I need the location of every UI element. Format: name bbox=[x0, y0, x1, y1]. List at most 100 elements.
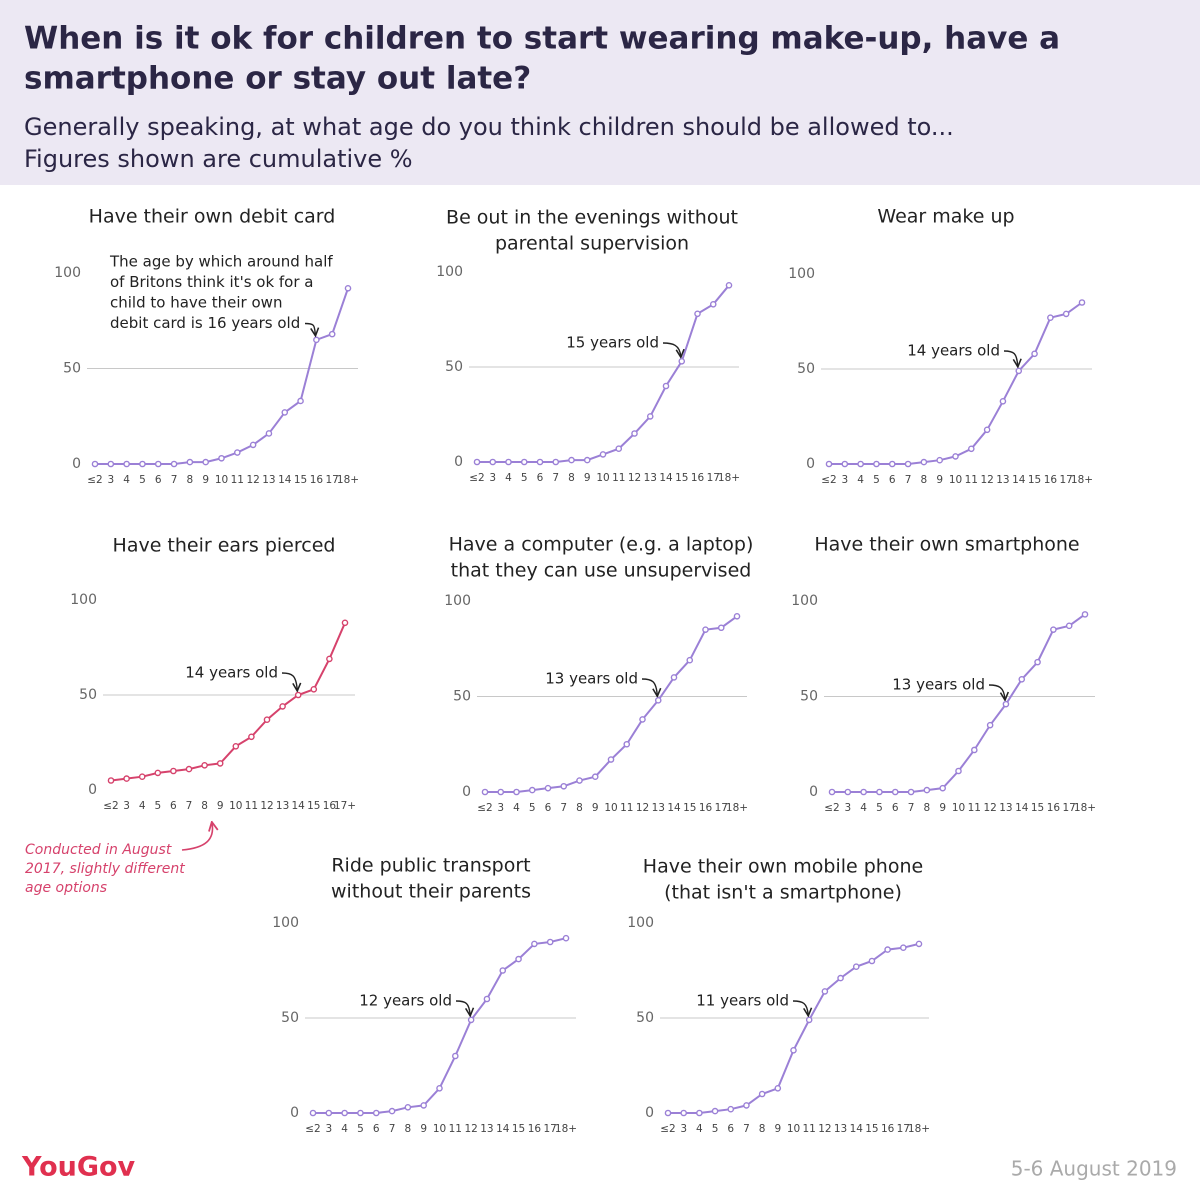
point bbox=[372, 1109, 380, 1117]
point bbox=[279, 703, 286, 710]
x-tick-label: ≤2 bbox=[103, 800, 118, 812]
point bbox=[265, 430, 273, 437]
x-tick-label: 14 bbox=[1015, 802, 1029, 814]
point bbox=[939, 784, 946, 792]
y-tick-label: 0 bbox=[645, 1105, 654, 1121]
y-tick-label: 0 bbox=[462, 784, 471, 800]
x-tick-label: 14 bbox=[659, 472, 673, 484]
point bbox=[281, 409, 289, 416]
y-tick-label: 100 bbox=[70, 592, 97, 608]
point bbox=[920, 458, 928, 466]
series-line bbox=[668, 942, 920, 1114]
x-tick-label: 15 bbox=[683, 802, 696, 814]
x-tick-label: ≤2 bbox=[660, 1123, 675, 1135]
brand: YouGov bbox=[21, 1152, 136, 1183]
x-tick-label: 5 bbox=[521, 472, 528, 484]
chart-title: parental supervision bbox=[495, 233, 689, 255]
annotation: child to have their own bbox=[110, 294, 282, 312]
x-tick-label: 14 bbox=[292, 800, 306, 812]
chart-title: Wear make up bbox=[877, 206, 1014, 228]
y-tick-label: 50 bbox=[636, 1010, 654, 1026]
chart-title: without their parents bbox=[331, 881, 531, 903]
point bbox=[646, 413, 654, 420]
x-tick-label: 9 bbox=[774, 1123, 781, 1135]
x-tick-label: 6 bbox=[373, 1123, 380, 1135]
point bbox=[499, 967, 507, 974]
point bbox=[568, 456, 575, 464]
x-tick-label: 7 bbox=[908, 802, 915, 814]
point bbox=[107, 777, 115, 784]
point bbox=[983, 426, 991, 434]
x-tick-label: 16 bbox=[1044, 474, 1058, 486]
x-tick-label: 9 bbox=[584, 472, 591, 484]
annotation: 13 years old bbox=[545, 670, 638, 688]
point bbox=[344, 284, 352, 292]
annotation: of Britons think it's ok for a bbox=[110, 273, 314, 291]
chart-title: Have their own mobile phone bbox=[643, 856, 923, 878]
point bbox=[505, 458, 512, 466]
point bbox=[857, 460, 864, 468]
annotation: 13 years old bbox=[892, 676, 985, 694]
point bbox=[725, 281, 733, 289]
x-tick-label: 13 bbox=[644, 472, 657, 484]
point bbox=[1015, 367, 1023, 375]
point bbox=[583, 456, 591, 464]
point bbox=[711, 1107, 719, 1115]
x-tick-label: 8 bbox=[405, 1123, 412, 1135]
point bbox=[552, 458, 560, 466]
point bbox=[170, 767, 177, 775]
point bbox=[234, 449, 241, 456]
x-tick-label: ≤2 bbox=[477, 802, 492, 814]
x-tick-label: 9 bbox=[420, 1123, 427, 1135]
point bbox=[388, 1107, 396, 1115]
x-tick-label: 16 bbox=[881, 1123, 895, 1135]
x-tick-label: 15 bbox=[675, 472, 688, 484]
chart-title: Have a computer (e.g. a laptop) bbox=[449, 534, 754, 556]
x-tick-label: 13 bbox=[834, 1123, 847, 1135]
point bbox=[639, 716, 646, 723]
y-tick-label: 0 bbox=[806, 456, 815, 472]
point bbox=[743, 1102, 750, 1109]
x-tick-label: 10 bbox=[604, 802, 617, 814]
x-tick-label: ≤2 bbox=[821, 474, 836, 486]
x-tick-label: 16 bbox=[691, 472, 705, 484]
x-tick-label: 11 bbox=[231, 474, 244, 486]
x-tick-label: 15 bbox=[294, 474, 307, 486]
point bbox=[202, 458, 209, 466]
x-tick-label: 13 bbox=[999, 802, 1012, 814]
point bbox=[615, 445, 623, 453]
x-tick-label: 15 bbox=[1031, 802, 1044, 814]
point bbox=[341, 619, 349, 627]
point bbox=[473, 458, 481, 466]
y-tick-label: 50 bbox=[63, 361, 81, 377]
x-tick-label: 9 bbox=[202, 474, 209, 486]
x-tick-label: 16 bbox=[323, 800, 337, 812]
annotation: 12 years old bbox=[359, 992, 452, 1010]
x-tick-label: 3 bbox=[680, 1123, 687, 1135]
x-tick-label: 17+ bbox=[334, 800, 356, 812]
x-tick-label: 5 bbox=[139, 474, 146, 486]
chart-title: Have their own debit card bbox=[89, 206, 336, 228]
point bbox=[1034, 658, 1041, 666]
point bbox=[876, 788, 883, 796]
point bbox=[727, 1105, 735, 1113]
x-tick-label: 13 bbox=[480, 1123, 493, 1135]
point bbox=[313, 336, 320, 344]
x-tick-label: 18+ bbox=[555, 1123, 577, 1135]
x-tick-label: ≤2 bbox=[87, 474, 102, 486]
x-tick-label: 11 bbox=[803, 1123, 816, 1135]
x-tick-label: 14 bbox=[1012, 474, 1026, 486]
point bbox=[297, 397, 304, 405]
y-tick-label: 0 bbox=[290, 1105, 299, 1121]
point bbox=[702, 626, 709, 633]
x-tick-label: 12 bbox=[636, 802, 649, 814]
point bbox=[357, 1109, 364, 1117]
x-tick-label: 17 bbox=[544, 1123, 557, 1135]
x-tick-label: 12 bbox=[628, 472, 641, 484]
x-tick-label: ≤2 bbox=[824, 802, 839, 814]
point bbox=[907, 788, 915, 796]
x-tick-label: 3 bbox=[844, 802, 851, 814]
point bbox=[821, 988, 829, 995]
x-tick-label: 17 bbox=[1063, 802, 1076, 814]
